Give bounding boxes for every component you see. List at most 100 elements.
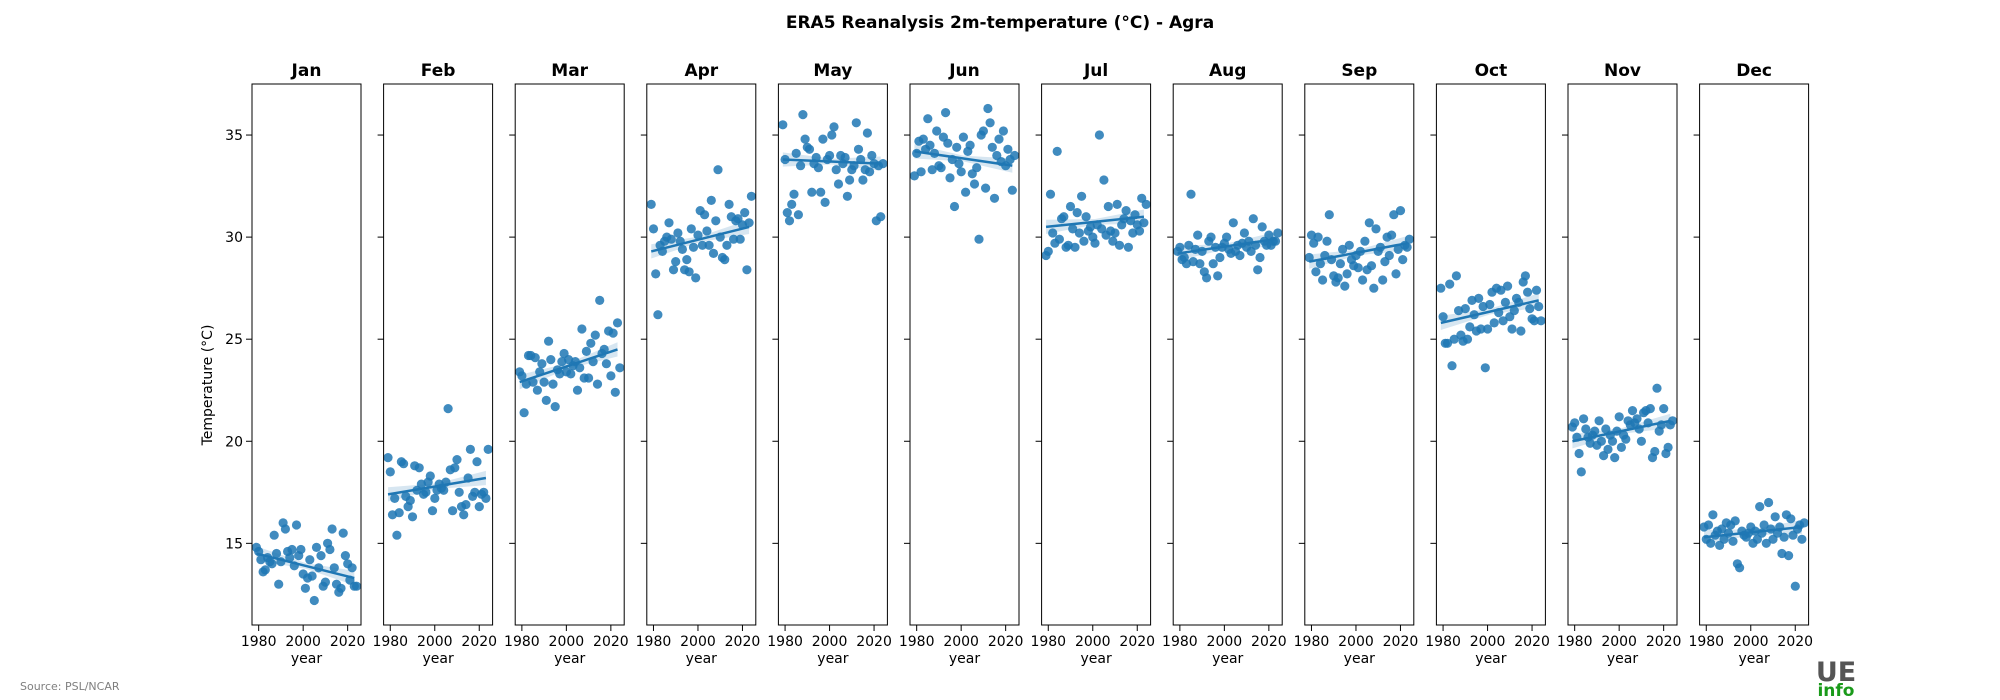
x-tick-label-sep-2000: 2000 — [1338, 634, 1374, 650]
panel-oct: Oct 1980 2000 2020 year — [1425, 61, 1550, 667]
data-point-may-1998 — [820, 197, 830, 207]
data-point-sep-2021 — [1398, 255, 1408, 265]
x-tick-label-aug-1980: 1980 — [1162, 634, 1198, 650]
panel-title-aug: Aug — [1209, 61, 1246, 81]
data-point-feb-2023 — [481, 493, 491, 503]
data-point-jun-1986 — [925, 140, 935, 150]
data-point-may-2013 — [853, 144, 864, 154]
trend-line-aug — [1177, 237, 1276, 255]
data-point-jun-1982 — [916, 167, 926, 177]
data-point-jan-1992 — [280, 524, 290, 534]
data-point-sep-2024 — [1404, 234, 1414, 244]
data-point-may-2024 — [878, 159, 888, 169]
data-point-may-1983 — [787, 199, 797, 209]
x-axis-label-jul: year — [1080, 651, 1111, 667]
data-point-oct-2019 — [1525, 304, 1535, 314]
data-point-sep-2004 — [1360, 236, 1370, 246]
data-point-oct-2006 — [1496, 285, 1506, 295]
data-point-dec-2023 — [1797, 534, 1807, 544]
data-point-apr-1995 — [682, 255, 692, 265]
data-point-jan-2008 — [316, 551, 326, 561]
data-point-may-2004 — [833, 179, 844, 189]
data-point-jul-1995 — [1077, 191, 1087, 201]
data-point-apr-2022 — [742, 265, 752, 275]
data-point-apr-1980 — [648, 224, 659, 234]
data-point-may-2018 — [865, 167, 875, 177]
x-axis-label-may: year — [817, 651, 848, 667]
y-tick-label-20: 20 — [225, 434, 243, 450]
data-point-sep-1996 — [1342, 269, 1352, 279]
data-point-aug-1994 — [1206, 232, 1216, 242]
panel-may: May 1980 2000 2020 year — [767, 61, 892, 667]
data-point-aug-2015 — [1253, 265, 1263, 275]
panel-frame-jul — [1041, 83, 1152, 626]
data-point-dec-1981 — [1703, 520, 1714, 530]
data-point-jun-2007 — [972, 163, 982, 173]
data-point-jun-2017 — [994, 134, 1004, 144]
panel-title-mar: Mar — [551, 61, 588, 81]
data-point-oct-2021 — [1529, 316, 1539, 326]
data-point-mar-1993 — [546, 355, 556, 365]
data-point-jun-2008 — [974, 234, 984, 244]
data-point-nov-1989 — [1590, 426, 1600, 436]
data-point-sep-2018 — [1391, 269, 1401, 279]
x-tick-label-feb-2000: 2000 — [417, 634, 453, 650]
data-point-dec-2007 — [1761, 538, 1771, 548]
data-point-mar-2011 — [586, 338, 596, 348]
data-point-jun-1991 — [936, 163, 946, 173]
panel-mar: Mar 1980 2000 2020 year — [504, 61, 629, 667]
x-axis-label-oct: year — [1475, 651, 1506, 667]
data-point-apr-2002 — [697, 240, 708, 250]
data-point-mar-1985 — [528, 377, 538, 387]
data-point-sep-2016 — [1387, 230, 1397, 240]
data-point-jun-2024 — [1010, 150, 1020, 161]
data-point-aug-2016 — [1255, 252, 1265, 263]
data-point-sep-1987 — [1322, 236, 1332, 246]
panel-title-jun: Jun — [948, 61, 980, 81]
data-point-jan-2010 — [320, 577, 330, 587]
data-point-oct-1990 — [1460, 304, 1470, 314]
trend-line-feb — [387, 476, 487, 496]
panel-frame-mar — [514, 83, 625, 626]
data-point-aug-1995 — [1208, 259, 1218, 269]
data-point-jan-1995 — [287, 544, 297, 555]
data-point-dec-2011 — [1770, 512, 1780, 522]
data-point-jun-1994 — [943, 138, 953, 148]
data-point-sep-2012 — [1378, 275, 1388, 285]
data-point-aug-1989 — [1195, 259, 1205, 269]
data-point-oct-2000 — [1483, 324, 1493, 334]
data-point-jan-1987 — [269, 530, 279, 540]
data-point-feb-1989 — [405, 495, 415, 506]
data-point-nov-2000 — [1614, 412, 1624, 422]
x-tick-label-jan-2000: 2000 — [285, 634, 321, 650]
x-tick-label-sep-2020: 2020 — [1383, 634, 1419, 650]
data-point-jul-2024 — [1141, 199, 1151, 209]
data-point-dec-1993 — [1730, 516, 1740, 526]
data-point-oct-1999 — [1480, 363, 1490, 373]
data-point-aug-2004 — [1228, 218, 1238, 228]
data-point-dec-2006 — [1759, 520, 1769, 530]
data-point-jan-2012 — [325, 544, 335, 555]
data-point-mar-2009 — [581, 346, 592, 356]
y-tick-label-30: 30 — [225, 230, 243, 246]
data-point-jun-2010 — [978, 126, 989, 136]
data-point-aug-1997 — [1213, 271, 1223, 281]
x-tick-label-dec-2020: 2020 — [1777, 634, 1813, 650]
data-point-jan-2019 — [340, 551, 350, 561]
data-point-jul-2023 — [1139, 218, 1149, 228]
data-point-jul-1980 — [1043, 246, 1053, 256]
panel-title-may: May — [813, 61, 852, 81]
data-point-jul-1982 — [1048, 228, 1058, 238]
chart-title: ERA5 Reanalysis 2m-temperature (°C) - Ag… — [786, 13, 1214, 33]
data-point-jun-1997 — [949, 201, 960, 212]
panel-aug: Aug 1980 2000 2020 year — [1162, 61, 1287, 667]
data-point-nov-2022 — [1663, 442, 1673, 452]
data-point-apr-1991 — [673, 228, 683, 238]
data-point-sep-1982 — [1311, 267, 1321, 277]
data-point-nov-2003 — [1621, 434, 1631, 444]
data-point-sep-1995 — [1340, 281, 1350, 291]
data-point-jan-1988 — [271, 548, 282, 559]
data-point-jul-1987 — [1059, 212, 1069, 222]
y-tick-label-35: 35 — [225, 128, 243, 144]
data-point-aug-1998 — [1215, 252, 1225, 263]
